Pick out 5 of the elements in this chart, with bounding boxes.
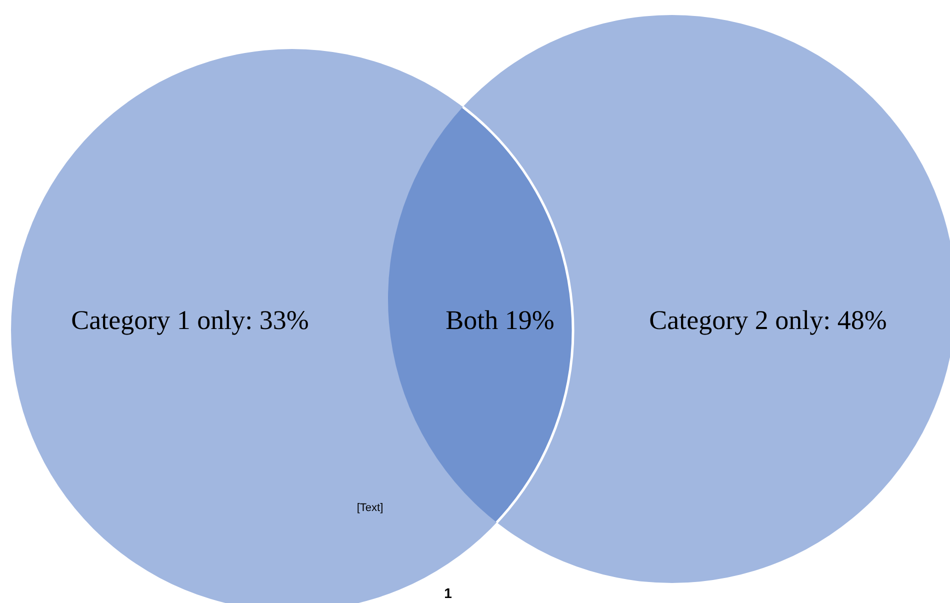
data-label: Category 2 only: 48% bbox=[649, 305, 887, 336]
data-label: Category 1 only: 33% bbox=[71, 305, 309, 336]
text: 1 bbox=[444, 584, 452, 601]
text: [Text] bbox=[356, 502, 384, 514]
data-label: Both 19% bbox=[446, 305, 554, 336]
